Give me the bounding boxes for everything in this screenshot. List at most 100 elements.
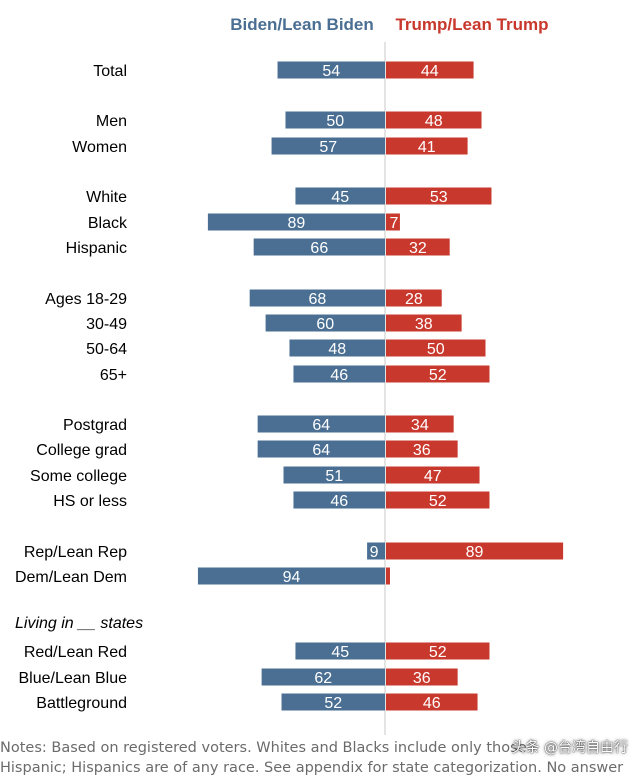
- bar-biden: [271, 137, 385, 155]
- bar-trump: [386, 668, 458, 686]
- category-label: Red/Lean Red: [24, 644, 127, 661]
- value-label-biden: 64: [312, 442, 330, 459]
- value-label-trump: 52: [429, 367, 447, 384]
- value-label-trump: 36: [413, 442, 431, 459]
- watermark: 头条 @台湾自由行: [511, 740, 628, 756]
- category-label: 65+: [100, 367, 127, 384]
- bar-trump: [386, 339, 486, 357]
- bar-biden: [285, 111, 385, 129]
- section-label: Living in __ states: [15, 615, 143, 632]
- category-label: Men: [96, 113, 127, 130]
- bar-biden: [261, 668, 385, 686]
- bar-trump: [386, 289, 442, 307]
- category-label: HS or less: [53, 493, 127, 510]
- bar-biden: [293, 365, 385, 383]
- bar-biden: [367, 542, 385, 560]
- value-label-biden: 52: [324, 695, 342, 712]
- value-label-biden: 64: [312, 417, 330, 434]
- category-label: White: [86, 189, 127, 206]
- value-label-biden: 94: [283, 569, 301, 586]
- bar-trump: [386, 415, 454, 433]
- category-label: Rep/Lean Rep: [24, 544, 127, 561]
- bar-biden: [265, 314, 385, 332]
- bar-trump: [386, 693, 478, 711]
- value-label-biden: 9: [370, 544, 379, 561]
- category-label: Dem/Lean Dem: [15, 569, 127, 586]
- value-label-biden: 46: [330, 367, 348, 384]
- value-label-biden: 48: [328, 341, 346, 358]
- value-label-trump: 44: [421, 63, 439, 80]
- bar-trump: [386, 466, 480, 484]
- value-label-biden: 50: [326, 113, 344, 130]
- bar-biden: [253, 238, 385, 256]
- bar-biden: [257, 415, 385, 433]
- value-label-biden: 68: [308, 291, 326, 308]
- value-label-trump: 48: [425, 113, 443, 130]
- bar-trump: [386, 238, 450, 256]
- bar-trump: [386, 137, 468, 155]
- category-label: Hispanic: [66, 240, 127, 257]
- bar-biden: [249, 289, 385, 307]
- bar-trump: [386, 61, 474, 79]
- value-label-trump: 89: [466, 544, 484, 561]
- category-label: Postgrad: [63, 417, 127, 434]
- notes-line-2: Hispanic; Hispanics are of any race. See…: [0, 760, 624, 776]
- notes-line-1: Notes: Based on registered voters. White…: [0, 740, 527, 756]
- value-label-biden: 54: [322, 63, 340, 80]
- value-label-trump: 52: [429, 493, 447, 510]
- value-label-biden: 46: [330, 493, 348, 510]
- value-label-trump: 32: [409, 240, 427, 257]
- value-label-trump: 53: [430, 189, 448, 206]
- value-label-biden: 45: [331, 644, 349, 661]
- bar-trump: [386, 440, 458, 458]
- value-label-trump: 28: [405, 291, 423, 308]
- value-label-biden: 45: [331, 189, 349, 206]
- value-label-biden: 60: [316, 316, 334, 333]
- bar-trump: [386, 111, 482, 129]
- bar-biden: [197, 567, 385, 585]
- value-label-trump: 36: [413, 670, 431, 687]
- bar-trump: [386, 314, 462, 332]
- bar-biden: [295, 187, 385, 205]
- category-label: Total: [93, 63, 127, 80]
- category-label: 30-49: [86, 316, 127, 333]
- bar-biden: [283, 466, 385, 484]
- value-label-trump: 52: [429, 644, 447, 661]
- value-label-trump: 7: [390, 215, 399, 232]
- value-label-biden: 66: [310, 240, 328, 257]
- category-label: College grad: [36, 442, 127, 459]
- bar-biden: [207, 213, 385, 231]
- category-label: Battleground: [36, 695, 127, 712]
- bar-trump: [386, 567, 390, 585]
- category-label: Blue/Lean Blue: [18, 670, 127, 687]
- bar-biden: [289, 339, 385, 357]
- category-label: Ages 18-29: [45, 291, 127, 308]
- value-label-trump: 46: [423, 695, 441, 712]
- category-label: Women: [72, 139, 127, 156]
- bar-biden: [295, 642, 385, 660]
- bar-trump: [386, 491, 490, 509]
- value-label-biden: 89: [288, 215, 306, 232]
- bar-biden: [281, 693, 385, 711]
- bar-trump: [386, 187, 492, 205]
- category-label: Some college: [30, 468, 127, 485]
- value-label-trump: 34: [411, 417, 429, 434]
- value-label-trump: 47: [424, 468, 442, 485]
- bar-trump: [386, 213, 400, 231]
- value-label-trump: 41: [418, 139, 436, 156]
- value-label-trump: 38: [415, 316, 433, 333]
- bar-biden: [277, 61, 385, 79]
- bar-trump: [386, 542, 564, 560]
- category-label: Black: [88, 215, 128, 232]
- legend-trump: Trump/Lean Trump: [395, 15, 548, 34]
- bar-trump: [386, 365, 490, 383]
- category-label: 50-64: [86, 341, 127, 358]
- legend-biden: Biden/Lean Biden: [230, 15, 374, 34]
- value-label-biden: 57: [319, 139, 337, 156]
- bar-biden: [257, 440, 385, 458]
- value-label-biden: 51: [325, 468, 343, 485]
- bar-trump: [386, 642, 490, 660]
- bar-biden: [293, 491, 385, 509]
- value-label-trump: 50: [427, 341, 445, 358]
